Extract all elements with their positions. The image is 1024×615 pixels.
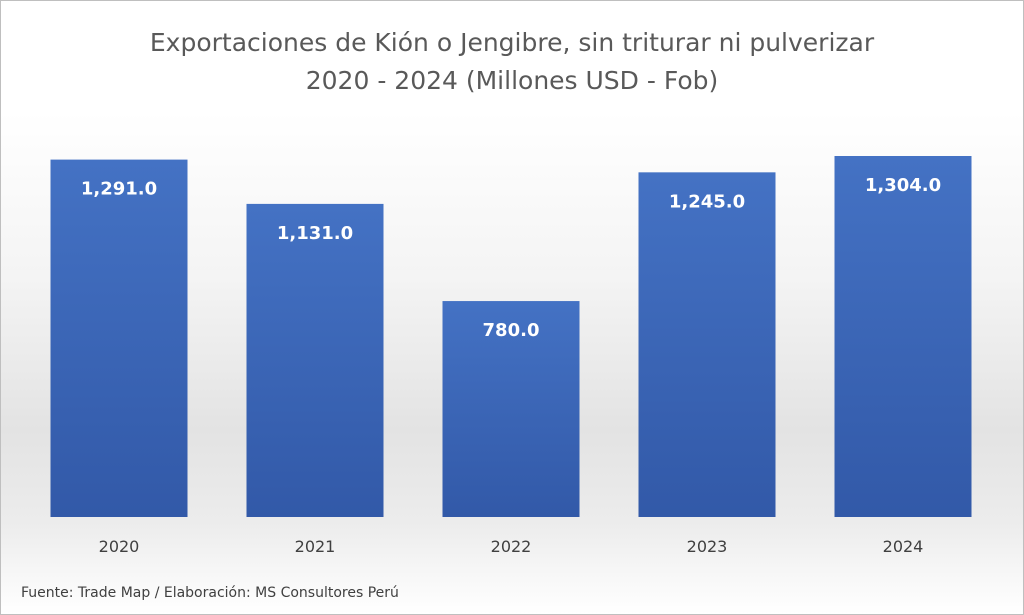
x-tick-label-2020: 2020 — [99, 537, 140, 556]
data-label-2022: 780.0 — [483, 320, 540, 341]
data-label-2020: 1,291.0 — [81, 179, 157, 200]
bar-2021 — [246, 203, 384, 517]
chart-subtitle: 2020 - 2024 (Millones USD - Fob) — [305, 66, 719, 95]
chart-title: Exportaciones de Kión o Jengibre, sin tr… — [149, 28, 875, 57]
x-tick-label-2024: 2024 — [883, 537, 924, 556]
data-label-2024: 1,304.0 — [865, 175, 941, 196]
x-tick-label-2023: 2023 — [687, 537, 728, 556]
bar-2023 — [638, 172, 776, 517]
data-label-2023: 1,245.0 — [669, 191, 745, 212]
x-tick-label-2021: 2021 — [295, 537, 336, 556]
data-label-2021: 1,131.0 — [277, 223, 353, 244]
bar-2024 — [834, 156, 972, 517]
bar-2022 — [442, 301, 580, 517]
source-note: Fuente: Trade Map / Elaboración: MS Cons… — [21, 585, 399, 601]
bar-2020 — [50, 159, 188, 517]
x-tick-label-2022: 2022 — [491, 537, 532, 556]
